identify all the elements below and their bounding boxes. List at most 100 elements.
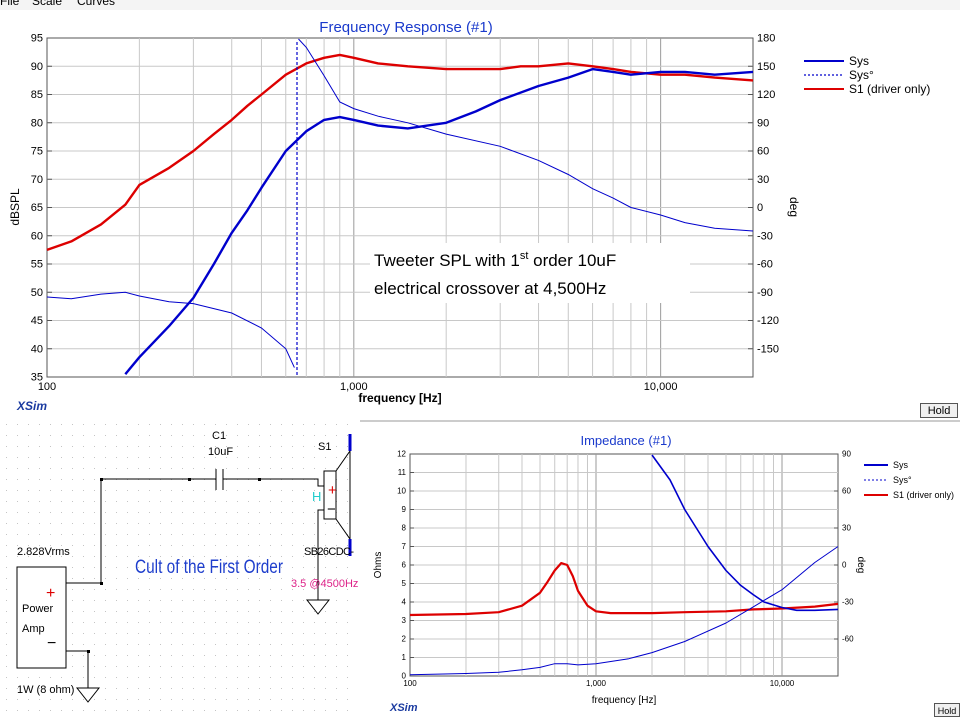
grid-dot: [204, 556, 205, 557]
grid-dot: [325, 435, 326, 436]
grid-dot: [149, 677, 150, 678]
grid-dot: [259, 545, 260, 546]
grid-dot: [248, 611, 249, 612]
grid-dot: [303, 490, 304, 491]
grid-dot: [116, 710, 117, 711]
grid-dot: [226, 512, 227, 513]
grid-dot: [314, 512, 315, 513]
grid-dot: [72, 710, 73, 711]
grid-dot: [6, 644, 7, 645]
grid-dot: [292, 589, 293, 590]
grid-dot: [226, 600, 227, 601]
grid-dot: [325, 578, 326, 579]
grid-dot: [72, 435, 73, 436]
grid-dot: [61, 523, 62, 524]
speaker-s1[interactable]: [323, 434, 352, 556]
y2-tick-label: 150: [757, 61, 775, 73]
grid-dot: [215, 655, 216, 656]
grid-dot: [138, 424, 139, 425]
legend-label-sys-phase: Sys°: [849, 68, 874, 82]
grid-dot: [105, 600, 106, 601]
grid-dot: [336, 600, 337, 601]
capacitor-c1[interactable]: [213, 469, 226, 490]
grid-dot: [347, 578, 348, 579]
grid-dot: [292, 567, 293, 568]
grid-dot: [182, 699, 183, 700]
grid-dot: [314, 545, 315, 546]
grid-dot: [160, 501, 161, 502]
grid-dot: [171, 578, 172, 579]
grid-dot: [39, 512, 40, 513]
y-tick-label: 0: [402, 672, 407, 681]
freq-chart-title: Frequency Response (#1): [319, 19, 492, 36]
grid-dot: [6, 435, 7, 436]
grid-dot: [116, 688, 117, 689]
grid-dot: [127, 424, 128, 425]
grid-dot: [171, 622, 172, 623]
grid-dot: [336, 435, 337, 436]
legend-label-sys: Sys: [849, 54, 869, 68]
grid-dot: [237, 589, 238, 590]
wire-speaker-ground: [317, 509, 324, 600]
grid-dot: [28, 699, 29, 700]
grid-dot: [28, 677, 29, 678]
grid-dot: [248, 688, 249, 689]
hold-button-bottom[interactable]: Hold: [934, 703, 960, 717]
grid-dot: [39, 468, 40, 469]
grid-dot: [171, 699, 172, 700]
grid-dot: [83, 523, 84, 524]
grid-dot: [314, 622, 315, 623]
grid-dot: [336, 578, 337, 579]
grid-dot: [347, 512, 348, 513]
grid-dot: [292, 655, 293, 656]
grid-dot: [347, 501, 348, 502]
grid-dot: [259, 600, 260, 601]
grid-dot: [116, 644, 117, 645]
freq-legend: Sys Sys° S1 (driver only): [804, 54, 930, 96]
grid-dot: [347, 545, 348, 546]
speaker-cone: [335, 449, 351, 541]
grid-dot: [270, 457, 271, 458]
hold-button-top[interactable]: Hold: [920, 403, 958, 418]
grid-dot: [303, 424, 304, 425]
grid-dot: [237, 644, 238, 645]
y-tick-label: 45: [31, 315, 43, 327]
grid-dot: [28, 556, 29, 557]
grid-dot: [270, 435, 271, 436]
grid-dot: [237, 666, 238, 667]
y2-tick-label: -30: [842, 598, 854, 607]
grid-dot: [204, 534, 205, 535]
grid-dot: [105, 545, 106, 546]
menu-file[interactable]: File: [0, 0, 20, 8]
grid-dot: [94, 512, 95, 513]
x-tick-label: 10,000: [770, 679, 795, 688]
grid-dot: [94, 534, 95, 535]
grid-dot: [149, 468, 150, 469]
grid-dot: [160, 468, 161, 469]
grid-dot: [83, 479, 84, 480]
power-amp[interactable]: [16, 566, 67, 669]
grid-dot: [237, 457, 238, 458]
grid-dot: [116, 545, 117, 546]
grid-dot: [149, 435, 150, 436]
grid-dot: [50, 523, 51, 524]
grid-dot: [292, 468, 293, 469]
grid-dot: [17, 688, 18, 689]
grid-dot: [226, 501, 227, 502]
grid-dot: [182, 567, 183, 568]
grid-dot: [50, 534, 51, 535]
grid-dot: [61, 490, 62, 491]
speaker-body: [323, 470, 337, 520]
menu-scale[interactable]: Scale: [32, 0, 63, 8]
grid-dot: [105, 556, 106, 557]
grid-dot: [303, 501, 304, 502]
grid-dot: [226, 545, 227, 546]
menu-curves[interactable]: Curves: [77, 0, 116, 8]
grid-dot: [149, 545, 150, 546]
grid-dot: [116, 556, 117, 557]
y-tick-label: 80: [31, 117, 43, 129]
grid-dot: [292, 490, 293, 491]
grid-dot: [281, 710, 282, 711]
grid-dot: [72, 611, 73, 612]
grid-dot: [226, 688, 227, 689]
